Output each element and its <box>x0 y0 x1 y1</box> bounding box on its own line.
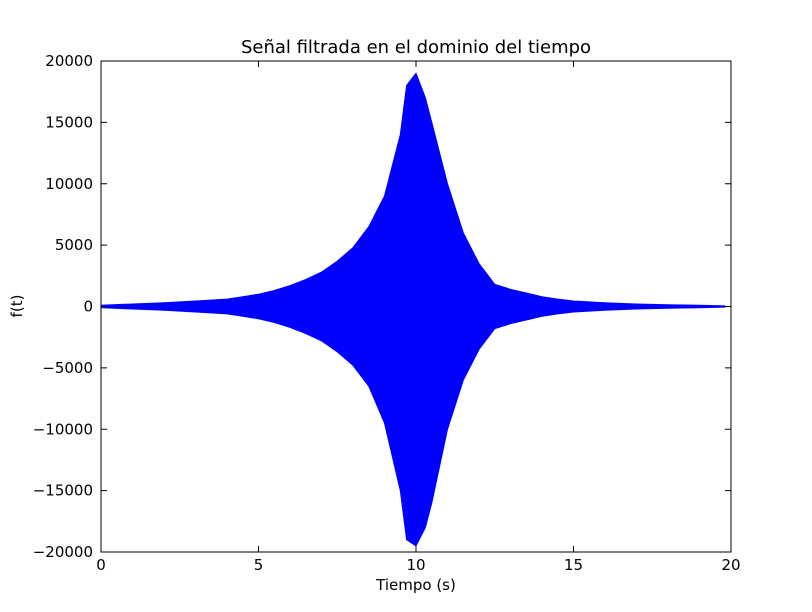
axis-ticks: 0 5 10 15 20 −20000 −15000 −10000 −5000 0 5000 1000… <box>33 52 741 574</box>
x-axis-label: Tiempo (s) <box>375 576 456 594</box>
chart-title: Señal filtrada en el dominio del tiempo <box>241 37 591 58</box>
y-axis-label: f(t) <box>8 295 26 318</box>
y-tick-label: −10000 <box>33 420 93 438</box>
x-tick-label: 15 <box>564 556 583 574</box>
x-tick-label: 5 <box>254 556 264 574</box>
y-tick-label: −20000 <box>33 543 93 561</box>
y-tick-label: 10000 <box>45 175 93 193</box>
x-tick-label: 10 <box>406 556 425 574</box>
y-tick-label: 20000 <box>45 52 93 70</box>
y-tick-label: −15000 <box>33 482 93 500</box>
x-tick-label: 20 <box>721 556 740 574</box>
y-tick-label: 5000 <box>55 236 93 254</box>
y-tick-label: 0 <box>83 298 93 316</box>
signal-series <box>100 72 726 547</box>
y-tick-label: 15000 <box>45 113 93 131</box>
x-tick-label: 0 <box>96 556 106 574</box>
y-tick-label: −5000 <box>42 359 93 377</box>
